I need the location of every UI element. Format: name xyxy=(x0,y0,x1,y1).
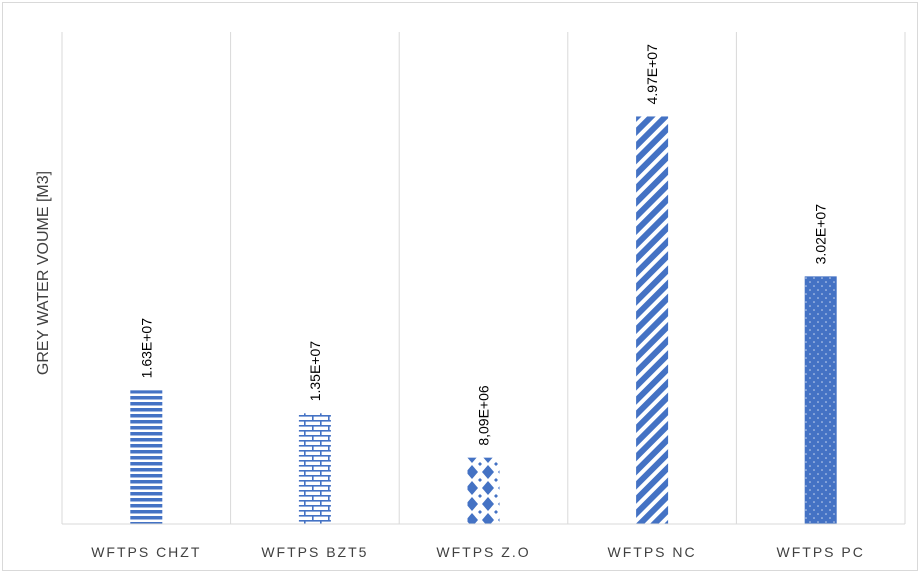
data-label-2: 1.35E+07 xyxy=(307,341,323,402)
gridlines xyxy=(61,32,906,524)
bar-4 xyxy=(636,116,669,525)
data-labels: 1.63E+07 1.35E+07 8,09E+06 4.97E+07 3.02E+07 xyxy=(138,44,828,446)
x-tick-label-2: WFTPS BZT5 xyxy=(261,544,368,560)
bar-3 xyxy=(467,457,500,524)
bars xyxy=(130,116,837,525)
data-label-3: 8,09E+06 xyxy=(476,385,492,446)
data-label-5: 3.02E+07 xyxy=(813,204,829,265)
x-tick-label-1: WFTPS CHZT xyxy=(91,544,201,560)
data-label-4: 4.97E+07 xyxy=(644,44,660,105)
bar-2 xyxy=(298,413,331,524)
x-tick-label-4: WFTPS NC xyxy=(608,544,697,560)
x-tick-label-5: WFTPS PC xyxy=(777,544,865,560)
bar-1 xyxy=(130,390,163,524)
bar-5 xyxy=(804,276,837,524)
x-tick-labels: WFTPS CHZT WFTPS BZT5 WFTPS Z.O WFTPS NC WFT… xyxy=(91,544,865,560)
data-label-1: 1.63E+07 xyxy=(138,318,154,379)
x-tick-label-3: WFTPS Z.O xyxy=(436,544,530,560)
y-axis-label: GREY WATER VOUME [M3] xyxy=(35,171,52,375)
